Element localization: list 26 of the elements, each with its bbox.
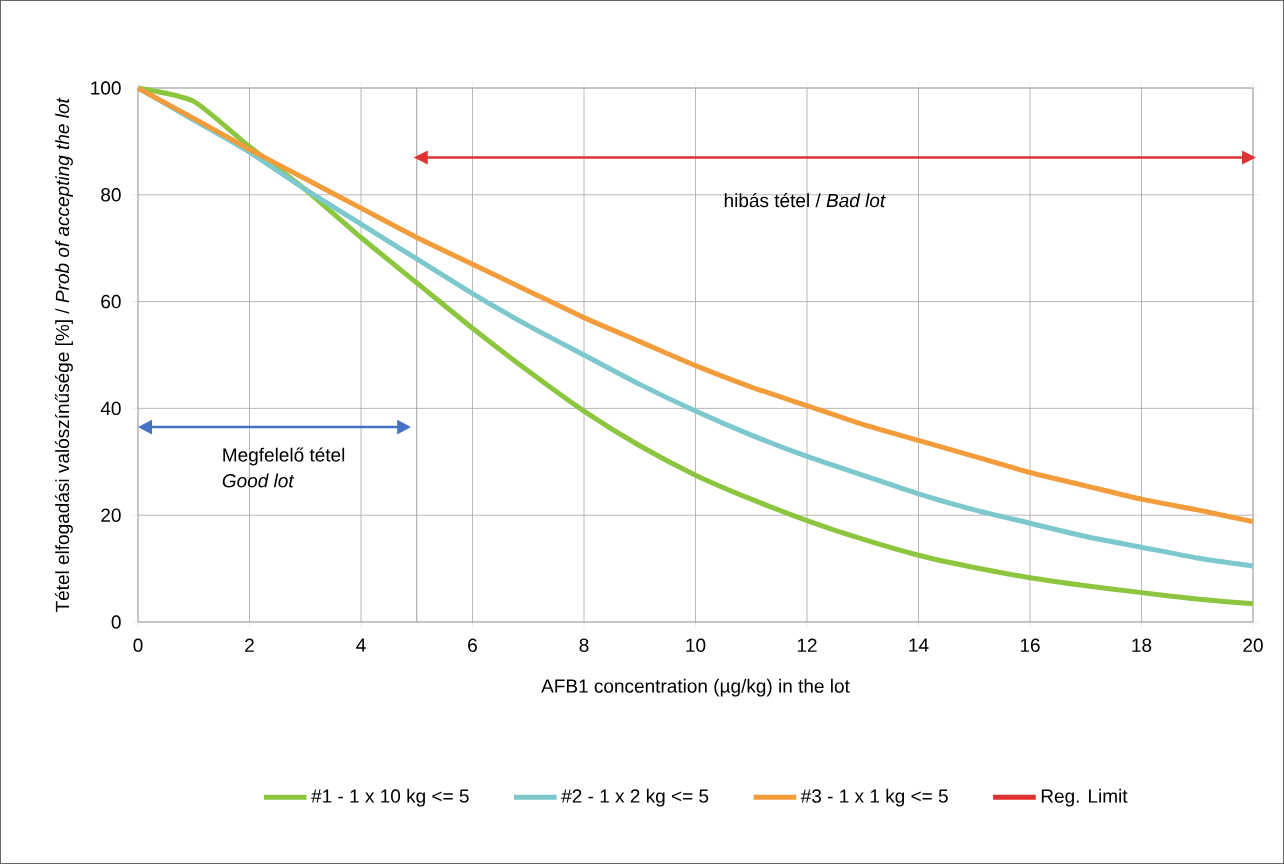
x-tick-label: 4 [356,638,366,652]
x-tick-label: 6 [468,638,477,652]
x-tick-label: 2 [245,638,254,652]
legend-label: #2 - 1 x 2 kg <= 5 [561,788,709,807]
y-axis-title: Tétel elfogadási valószínűsége [%] / Prob of accepting the lot [54,97,73,613]
x-tick-label: 10 [686,638,706,652]
x-axis-title: AFB1 concentration (µg/kg) in the lot [541,678,850,697]
legend-label: #1 - 1 x 10 kg <= 5 [311,788,469,807]
y-tick-label: 40 [100,401,121,416]
y-tick-label: 80 [101,188,121,202]
x-tick-label: 12 [797,638,817,652]
x-tick-label: 16 [1020,638,1040,652]
y-tick-label: 100 [91,81,121,95]
legend-label: Reg. Limit [1041,788,1128,807]
x-tick-label: 14 [909,638,929,652]
legend-label: #3 - 1 x 1 kg <= 5 [800,788,948,807]
x-tick-label: 0 [133,638,143,652]
x-tick-label: 20 [1243,638,1263,652]
x-tick-label: 8 [579,638,589,652]
annotation: hibás tétel / Bad lot [724,193,886,208]
x-tick-label: 18 [1132,638,1152,652]
annotation: Good lot [222,473,295,488]
y-tick-label: 0 [111,615,121,629]
y-tick-label: 20 [101,508,121,522]
annotation: Megfelelő tétel [223,447,345,466]
y-tick-label: 60 [101,294,121,309]
